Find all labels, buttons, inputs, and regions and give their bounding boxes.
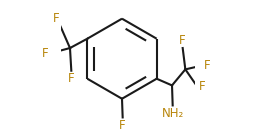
Text: F: F (199, 80, 205, 93)
Text: F: F (204, 59, 211, 72)
Text: NH₂: NH₂ (162, 107, 184, 120)
Text: F: F (119, 119, 126, 132)
Text: F: F (179, 34, 186, 47)
Text: F: F (42, 47, 49, 60)
Text: F: F (68, 72, 75, 85)
Text: F: F (53, 12, 59, 25)
